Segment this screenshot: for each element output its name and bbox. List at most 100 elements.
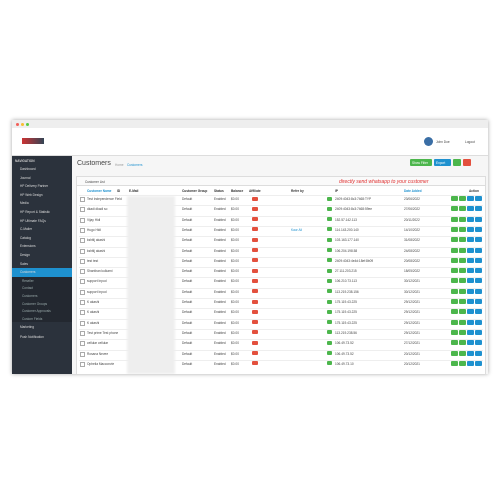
nav-subitem[interactable]: Reseller <box>22 278 34 283</box>
column-header[interactable]: Customer Name <box>87 189 112 193</box>
action-button[interactable] <box>459 196 466 201</box>
nav-item[interactable]: Journal <box>20 175 31 180</box>
action-button[interactable] <box>459 350 466 356</box>
column-header[interactable]: Refer by <box>291 189 304 193</box>
column-header[interactable]: Balance <box>231 189 244 193</box>
action-button[interactable] <box>467 257 474 263</box>
action-button[interactable] <box>475 206 482 212</box>
action-button[interactable] <box>475 247 482 253</box>
action-button[interactable] <box>467 247 474 253</box>
action-button[interactable] <box>451 360 458 366</box>
nav-item[interactable]: Extensions <box>20 244 36 249</box>
nav-item[interactable]: Dashboard <box>20 167 36 171</box>
action-button[interactable] <box>451 206 458 212</box>
checkbox[interactable] <box>80 279 85 285</box>
action-button[interactable] <box>475 268 482 274</box>
column-header[interactable]: Affiliate <box>249 189 261 193</box>
action-button[interactable] <box>475 216 482 222</box>
action-button[interactable] <box>467 237 474 243</box>
action-button[interactable] <box>467 299 474 304</box>
action-button[interactable] <box>459 257 466 263</box>
checkbox[interactable] <box>80 289 85 295</box>
nav-subitem[interactable]: Customer Groups <box>22 301 48 306</box>
checkbox[interactable] <box>80 217 85 223</box>
checkbox[interactable] <box>80 269 85 275</box>
column-header[interactable]: Status <box>214 189 224 193</box>
checkbox[interactable] <box>80 207 85 213</box>
nav-item[interactable]: HP Delivery Partner <box>20 184 49 189</box>
action-button[interactable] <box>451 247 458 253</box>
action-button[interactable] <box>459 216 466 222</box>
checkbox[interactable] <box>80 330 85 336</box>
nav-item[interactable]: Marketing <box>20 325 34 330</box>
action-button[interactable] <box>451 329 458 335</box>
action-button[interactable] <box>475 278 482 284</box>
action-button[interactable] <box>467 360 474 366</box>
column-header[interactable]: IP <box>335 189 339 193</box>
action-button[interactable] <box>459 288 466 294</box>
action-button[interactable] <box>475 350 482 356</box>
ip-badge[interactable] <box>327 227 332 232</box>
nav-subitem[interactable]: Customer Approvals <box>22 309 51 314</box>
action-button[interactable] <box>451 196 458 201</box>
action-button[interactable] <box>467 350 474 356</box>
action-button[interactable] <box>451 278 458 284</box>
action-button[interactable] <box>451 216 458 222</box>
checkbox[interactable] <box>80 341 85 347</box>
ip-badge[interactable] <box>327 299 332 304</box>
nav-subitem[interactable]: Custom Fields <box>22 316 43 321</box>
checkbox[interactable] <box>80 238 85 244</box>
ip-badge[interactable] <box>327 268 332 273</box>
action-button[interactable] <box>459 299 466 304</box>
breadcrumb[interactable]: Home <box>115 163 124 167</box>
ip-badge[interactable] <box>327 237 332 242</box>
action-button[interactable] <box>451 257 458 263</box>
nav-item[interactable]: Customers <box>20 270 36 275</box>
checkbox[interactable] <box>80 361 85 367</box>
action-button[interactable] <box>451 350 458 356</box>
column-header[interactable]: Customer Group <box>182 189 208 193</box>
nav-item[interactable]: Sales <box>20 261 28 266</box>
action-button[interactable] <box>475 196 482 201</box>
nav-item[interactable]: Media <box>20 201 29 206</box>
nav-item[interactable]: Catalog <box>20 235 31 240</box>
action-button[interactable] <box>459 329 466 335</box>
action-button[interactable] <box>467 340 474 346</box>
action-button[interactable] <box>475 299 482 304</box>
nav-item[interactable]: Push Notification <box>20 335 44 339</box>
action-button[interactable] <box>475 257 482 263</box>
checkbox[interactable] <box>80 197 85 202</box>
action-button[interactable] <box>475 319 482 325</box>
action-button[interactable] <box>467 268 474 274</box>
ip-badge[interactable] <box>327 289 332 294</box>
action-button[interactable] <box>475 309 482 315</box>
action-button[interactable] <box>451 237 458 243</box>
action-button[interactable] <box>459 247 466 253</box>
ip-badge[interactable] <box>327 248 332 252</box>
ip-badge[interactable] <box>327 320 332 325</box>
delete-button[interactable] <box>463 159 471 166</box>
action-button[interactable] <box>467 329 474 335</box>
action-button[interactable] <box>459 206 466 212</box>
action-button[interactable] <box>459 309 466 315</box>
action-button[interactable] <box>459 360 466 366</box>
ip-badge[interactable] <box>327 340 332 345</box>
breadcrumb[interactable]: Customers <box>127 163 143 167</box>
ip-badge[interactable] <box>327 206 332 211</box>
action-button[interactable] <box>475 340 482 346</box>
nav-subitem[interactable]: Customers <box>22 294 38 298</box>
nav-item[interactable]: HP Ultimate FAQs <box>20 218 46 223</box>
action-button[interactable] <box>467 216 474 222</box>
action-button[interactable] <box>459 268 466 274</box>
ip-badge[interactable] <box>327 217 332 222</box>
user-name[interactable]: John Doe <box>436 140 450 144</box>
action-button[interactable] <box>451 268 458 274</box>
nav-item[interactable]: Design <box>20 253 30 257</box>
column-header[interactable]: E-Mail <box>129 189 139 193</box>
action-button[interactable] <box>459 237 466 243</box>
ip-badge[interactable] <box>327 351 332 355</box>
checkbox[interactable] <box>80 227 85 233</box>
filter-button[interactable]: Show Filter <box>410 159 432 166</box>
column-header[interactable]: ID <box>117 189 121 193</box>
action-button[interactable] <box>451 226 458 232</box>
